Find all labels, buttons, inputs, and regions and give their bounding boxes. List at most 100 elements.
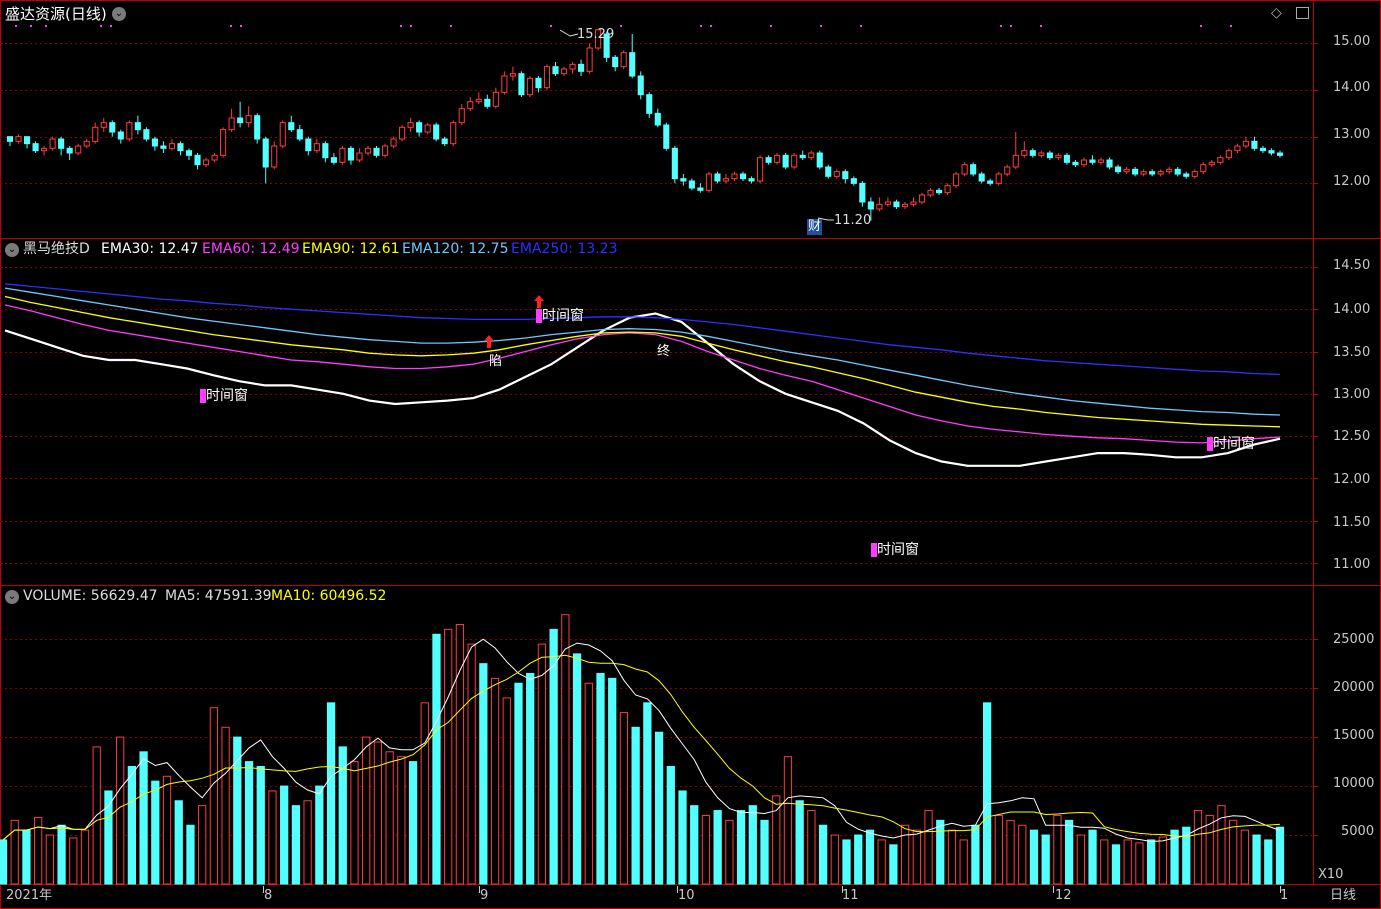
candle-body xyxy=(279,122,286,147)
volume-bar xyxy=(584,682,593,885)
candle-body xyxy=(450,122,457,145)
volume-bar xyxy=(45,834,54,885)
ema-y-tick: 12.50 xyxy=(1333,429,1371,444)
chevron-down-icon[interactable]: ⌄ xyxy=(5,590,19,604)
candle-body xyxy=(296,129,303,140)
volume-bar xyxy=(1170,829,1179,885)
candle-body xyxy=(1029,150,1036,156)
volume-multiplier: X10 xyxy=(1318,867,1344,882)
volume-bar xyxy=(326,702,336,885)
volume-bar xyxy=(1240,829,1249,885)
volume-bar xyxy=(10,819,19,885)
volume-y-tick: 10000 xyxy=(1333,776,1375,791)
volume-bar xyxy=(795,800,804,885)
candle-body xyxy=(535,77,542,89)
chevron-down-icon[interactable]: ⌄ xyxy=(112,7,126,21)
up-arrow-icon xyxy=(534,295,544,308)
ema-indicator-name[interactable]: 黑马绝技D xyxy=(23,241,90,257)
period-selector[interactable]: 日线 xyxy=(1330,888,1357,903)
candle-body xyxy=(1157,171,1164,175)
volume-bar xyxy=(1158,836,1167,885)
candle-body xyxy=(1225,150,1232,159)
volume-bar xyxy=(1193,810,1203,885)
candle-body xyxy=(254,115,261,140)
candle-body xyxy=(1149,171,1156,175)
candle-body xyxy=(1217,157,1224,163)
candle-body xyxy=(373,147,380,156)
volume-bar xyxy=(1264,839,1273,885)
candle-body xyxy=(936,189,943,194)
signal-dot xyxy=(1010,25,1012,27)
time-window-label: 时间窗 xyxy=(1213,436,1255,452)
volume-bar xyxy=(186,824,195,885)
ema120-line xyxy=(4,287,1281,416)
candle-body xyxy=(32,143,39,152)
x-axis-label: 8 xyxy=(264,888,273,903)
candle-body xyxy=(330,157,337,163)
candle-body xyxy=(194,154,201,166)
volume-bar xyxy=(982,702,992,885)
volume-bar xyxy=(57,824,66,885)
candle-body xyxy=(953,173,960,187)
candle-body xyxy=(211,154,218,161)
candle-body xyxy=(484,98,491,107)
candle-body xyxy=(1259,147,1267,152)
volume-bar xyxy=(936,819,945,885)
candle-body xyxy=(109,122,116,133)
volume-y-tick: 15000 xyxy=(1333,728,1375,743)
candle-body xyxy=(1055,154,1062,159)
candle-body xyxy=(1251,140,1258,149)
volume-bar xyxy=(1053,814,1062,885)
price-high-label: 15.29 xyxy=(577,27,615,42)
candle-body xyxy=(893,201,900,208)
candle-body xyxy=(202,159,210,166)
volume-bar xyxy=(385,751,394,885)
volume-bar xyxy=(1229,819,1238,885)
candle-body xyxy=(603,33,610,58)
ma5-line xyxy=(2,638,1281,843)
candle-body xyxy=(859,182,866,203)
volume-bar xyxy=(889,844,898,885)
chevron-down-icon[interactable]: ⌄ xyxy=(5,243,19,257)
window-toggle-icon[interactable] xyxy=(1296,7,1309,19)
volume-bar xyxy=(1252,834,1261,885)
signal-dot xyxy=(620,25,622,27)
signal-dot xyxy=(400,25,402,27)
candle-body xyxy=(168,143,176,149)
signal-dot xyxy=(240,25,242,27)
candle-body xyxy=(237,117,244,124)
candle-body xyxy=(944,185,951,194)
candle-body xyxy=(220,129,227,156)
candle-body xyxy=(475,98,482,103)
volume-bar xyxy=(1006,819,1015,885)
signal-dot xyxy=(30,25,32,27)
signal-dot xyxy=(450,25,452,27)
candle-body xyxy=(560,68,568,75)
volume-bar xyxy=(736,810,746,885)
volume-bar xyxy=(947,829,957,885)
volume-bar xyxy=(561,614,570,885)
candle-body xyxy=(424,124,431,133)
candle-body xyxy=(1114,166,1122,173)
volume-bar xyxy=(127,765,137,885)
price-y-tick: 15.00 xyxy=(1333,34,1371,49)
signal-dot xyxy=(45,25,47,27)
ema60-value: EMA60: 12.49 xyxy=(202,241,300,257)
diamond-icon[interactable]: ◇ xyxy=(1271,5,1282,21)
candle-body xyxy=(1063,154,1070,163)
candle-body xyxy=(399,126,406,140)
candle-body xyxy=(543,66,551,89)
candle-body xyxy=(739,173,747,180)
candle-body xyxy=(1208,161,1215,166)
ema250-value: EMA250: 13.23 xyxy=(511,241,618,257)
volume-bar xyxy=(842,839,851,885)
volume-bar xyxy=(268,790,277,885)
volume-bar xyxy=(280,785,289,885)
candle-body xyxy=(774,154,781,163)
volume-bar xyxy=(233,736,242,885)
ma5-value: MA5: 47591.39 xyxy=(165,588,272,604)
candle-body xyxy=(1174,168,1181,175)
candle-body xyxy=(765,157,772,163)
candle-body xyxy=(680,178,687,182)
